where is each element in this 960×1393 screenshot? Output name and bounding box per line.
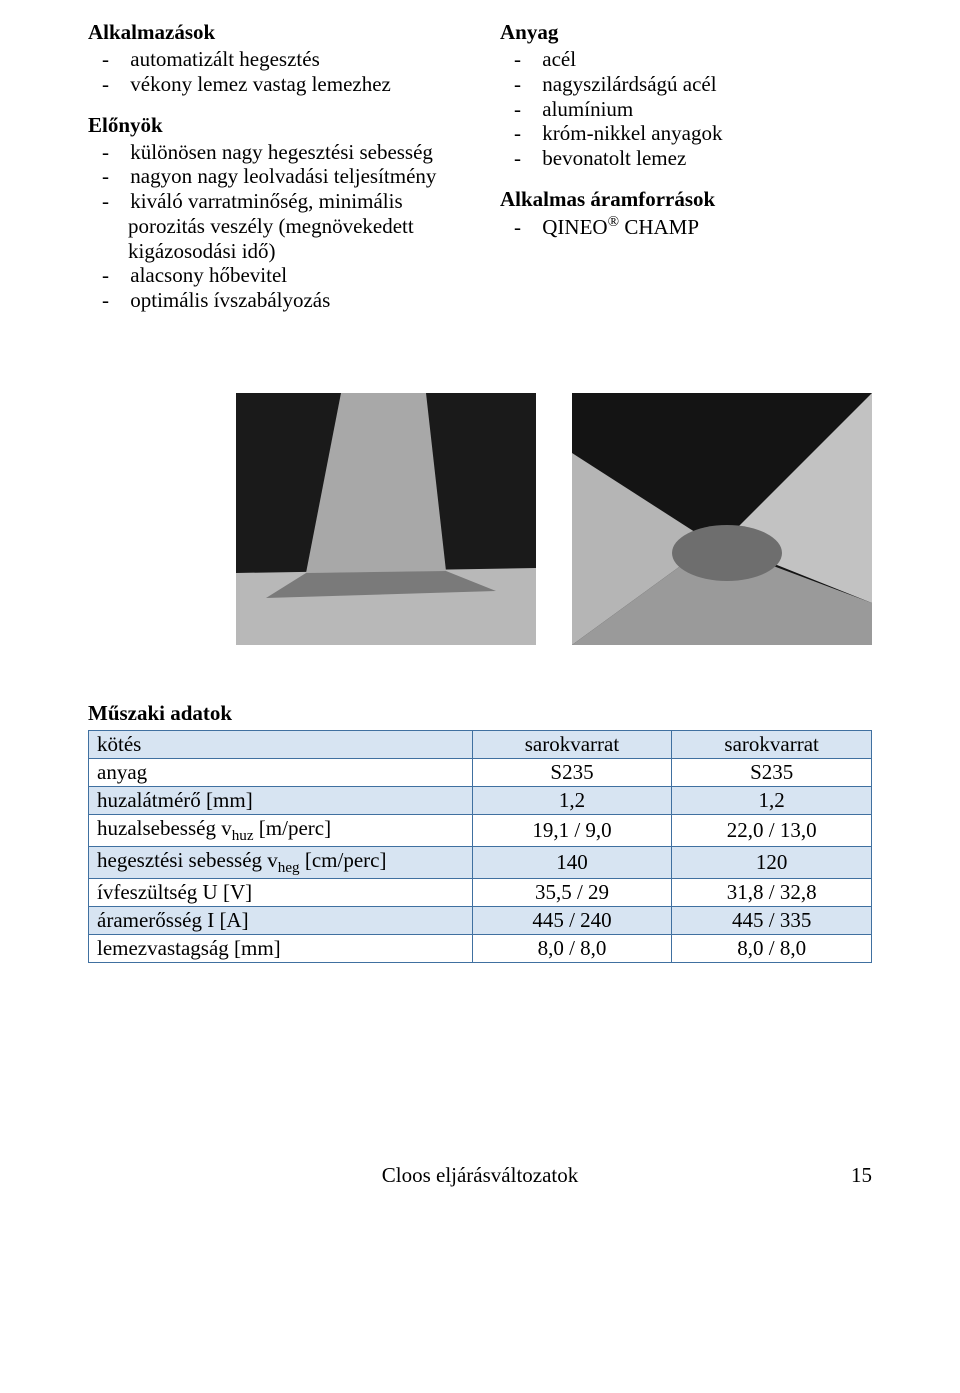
table-cell-value: S235 [672, 758, 872, 786]
page-number: 15 [851, 1163, 872, 1188]
table-row: anyagS235S235 [89, 758, 872, 786]
table-cell-label: huzalátmérő [mm] [89, 786, 473, 814]
document-page: Alkalmazások automatizált hegesztésvékon… [0, 0, 960, 1218]
table-cell-value: 8,0 / 8,0 [672, 935, 872, 963]
weld-image-2 [572, 393, 872, 645]
table-cell-value: 8,0 / 8,0 [472, 935, 672, 963]
table-cell-label: áramerősség I [A] [89, 907, 473, 935]
weld-image-1 [236, 393, 536, 645]
table-cell-label: lemezvastagság [mm] [89, 935, 473, 963]
table-row: ívfeszültség U [V]35,5 / 2931,8 / 32,8 [89, 879, 872, 907]
list-item: alacsony hőbevitel [88, 263, 460, 288]
material-heading: Anyag [500, 20, 872, 45]
table-row: áramerősség I [A]445 / 240445 / 335 [89, 907, 872, 935]
list-item: kiváló varratminőség, minimális porozitá… [88, 189, 460, 263]
tech-data-table: kötéssarokvarratsarokvarratanyagS235S235… [88, 730, 872, 963]
list-item: alumínium [500, 97, 872, 122]
table-row: huzalátmérő [mm]1,21,2 [89, 786, 872, 814]
tech-data-section: Műszaki adatok kötéssarokvarratsarokvarr… [88, 701, 872, 963]
table-cell-label: huzalsebesség vhuz [m/perc] [89, 814, 473, 846]
table-cell-value: 445 / 335 [672, 907, 872, 935]
table-cell-value: 140 [472, 847, 672, 879]
material-list: acélnagyszilárdságú acélalumíniumkróm-ni… [500, 47, 872, 171]
table-cell-label: hegesztési sebesség vheg [cm/perc] [89, 847, 473, 879]
applications-list: automatizált hegesztésvékony lemez vasta… [88, 47, 460, 97]
table-cell-value: sarokvarrat [672, 730, 872, 758]
table-cell-value: sarokvarrat [472, 730, 672, 758]
table-row: lemezvastagság [mm]8,0 / 8,08,0 / 8,0 [89, 935, 872, 963]
list-item: bevonatolt lemez [500, 146, 872, 171]
table-cell-value: 1,2 [472, 786, 672, 814]
table-cell-value: 120 [672, 847, 872, 879]
list-item: optimális ívszabályozás [88, 288, 460, 313]
table-row: hegesztési sebesség vheg [cm/perc]140120 [89, 847, 872, 879]
table-row: huzalsebesség vhuz [m/perc]19,1 / 9,022,… [89, 814, 872, 846]
table-row: kötéssarokvarratsarokvarrat [89, 730, 872, 758]
list-item: nagyon nagy leolvadási teljesítmény [88, 164, 460, 189]
page-footer: Cloos eljárásváltozatok 15 [88, 1163, 872, 1188]
list-item: QINEO® CHAMP [500, 214, 872, 240]
table-cell-label: kötés [89, 730, 473, 758]
table-cell-value: 1,2 [672, 786, 872, 814]
list-item: automatizált hegesztés [88, 47, 460, 72]
sources-list: QINEO® CHAMP [500, 214, 872, 240]
right-column: Anyag acélnagyszilárdságú acélalumíniumk… [500, 20, 872, 313]
top-columns: Alkalmazások automatizált hegesztésvékon… [88, 20, 872, 313]
table-cell-value: 35,5 / 29 [472, 879, 672, 907]
images-row [88, 393, 872, 645]
left-column: Alkalmazások automatizált hegesztésvékon… [88, 20, 460, 313]
footer-text: Cloos eljárásváltozatok [382, 1163, 579, 1188]
list-item: nagyszilárdságú acél [500, 72, 872, 97]
table-cell-value: 445 / 240 [472, 907, 672, 935]
table-cell-value: 31,8 / 32,8 [672, 879, 872, 907]
list-item: különösen nagy hegesztési sebesség [88, 140, 460, 165]
applications-heading: Alkalmazások [88, 20, 460, 45]
list-item: vékony lemez vastag lemezhez [88, 72, 460, 97]
table-cell-value: 19,1 / 9,0 [472, 814, 672, 846]
advantages-heading: Előnyök [88, 113, 460, 138]
sources-heading: Alkalmas áramforrások [500, 187, 872, 212]
table-cell-label: ívfeszültség U [V] [89, 879, 473, 907]
table-cell-label: anyag [89, 758, 473, 786]
table-cell-value: S235 [472, 758, 672, 786]
list-item: acél [500, 47, 872, 72]
list-item: króm-nikkel anyagok [500, 121, 872, 146]
table-cell-value: 22,0 / 13,0 [672, 814, 872, 846]
tech-data-title: Műszaki adatok [88, 701, 872, 726]
advantages-list: különösen nagy hegesztési sebességnagyon… [88, 140, 460, 313]
